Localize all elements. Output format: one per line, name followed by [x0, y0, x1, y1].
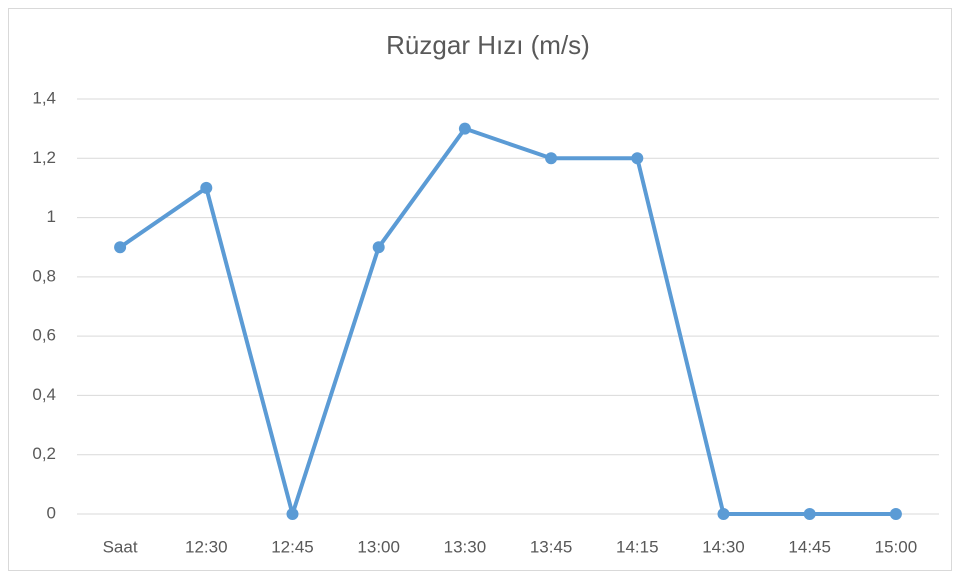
data-point: [372, 241, 385, 254]
data-point: [458, 122, 471, 135]
x-tick-label: 13:00: [357, 537, 400, 556]
x-tick-label: 14:45: [788, 537, 831, 556]
x-tick-label: 12:30: [185, 537, 228, 556]
chart-border: [8, 8, 952, 571]
x-tick-label: 13:45: [530, 537, 573, 556]
y-tick-label: 0: [47, 503, 56, 522]
y-tick-label: 1,4: [32, 88, 56, 107]
data-point: [545, 152, 558, 165]
x-tick-label: 12:45: [271, 537, 314, 556]
data-point: [286, 508, 299, 520]
x-tick-label: 15:00: [875, 537, 918, 556]
data-point: [889, 508, 902, 520]
y-tick-label: 0,6: [32, 326, 56, 345]
chart-title: Rüzgar Hızı (m/s): [386, 30, 590, 60]
data-point: [631, 152, 644, 165]
y-tick-label: 1,2: [32, 148, 56, 167]
x-tick-label: 14:30: [702, 537, 745, 556]
y-tick-label: 1: [47, 207, 56, 226]
x-tick-label: Saat: [103, 537, 138, 556]
x-tick-label: 14:15: [616, 537, 659, 556]
y-tick-label: 0,2: [32, 444, 56, 463]
data-point: [717, 508, 730, 520]
series-line: [118, 126, 896, 516]
x-tick-label: 13:30: [444, 537, 487, 556]
y-tick-label: 0,4: [32, 385, 56, 404]
data-point: [803, 508, 816, 520]
y-tick-label: 0,8: [32, 266, 56, 285]
data-point: [200, 181, 213, 194]
data-point: [114, 241, 127, 254]
